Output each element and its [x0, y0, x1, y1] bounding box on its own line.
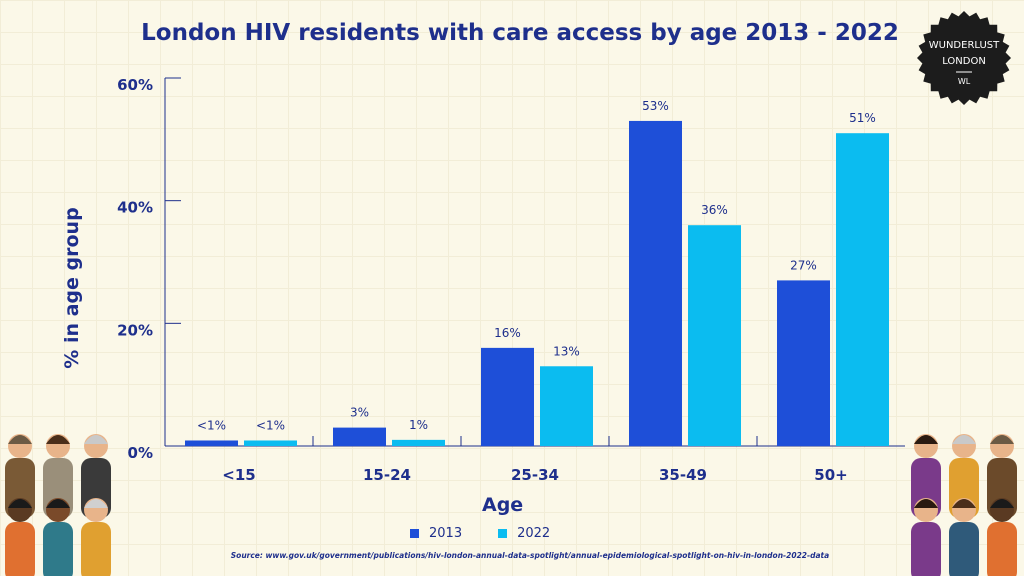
legend-item-2013: 2013: [410, 526, 462, 541]
y-tick-label: 0%: [128, 444, 153, 462]
people-illustration-right: [911, 434, 1017, 576]
badge-line2: LONDON: [942, 56, 986, 67]
data-label-2022-15-24: 1%: [409, 418, 428, 432]
bar-2022-35-49: [688, 225, 741, 446]
legend: 2013 2022: [410, 526, 550, 541]
y-tick-label: 60%: [117, 76, 153, 94]
badge-mark: WL: [958, 77, 971, 86]
person-figure: [5, 498, 35, 576]
source-citation: Source: www.gov.uk/government/publicatio…: [230, 551, 830, 560]
data-label-2013-35-49: 53%: [642, 99, 669, 113]
bar-2013-<15: [185, 440, 238, 446]
data-label-2022-25-34: 13%: [553, 344, 580, 358]
bar-2022-25-34: [540, 366, 593, 446]
data-label-2022-<15: <1%: [256, 418, 285, 432]
legend-swatch-2013: [410, 529, 419, 538]
legend-item-2022: 2022: [498, 526, 550, 541]
badge-line1: WUNDERLUST: [929, 40, 1000, 51]
y-tick-label: 40%: [117, 199, 153, 217]
bar-2013-25-34: [481, 347, 534, 446]
data-label-2022-35-49: 36%: [701, 203, 728, 217]
data-label-2022-50+: 51%: [849, 111, 876, 125]
bar-2022-50+: [836, 133, 889, 446]
x-tick-label: 15-24: [363, 466, 411, 484]
data-label-2013-<15: <1%: [197, 418, 226, 432]
x-tick-label: 50+: [814, 466, 847, 484]
person-figure: [43, 498, 73, 576]
y-tick-label: 20%: [117, 321, 153, 339]
data-label-2013-15-24: 3%: [350, 406, 369, 420]
people-illustration-left: [5, 434, 111, 576]
person-figure: [949, 498, 979, 576]
x-tick-label: 35-49: [659, 466, 707, 484]
data-label-2013-50+: 27%: [790, 258, 817, 272]
legend-label-2022: 2022: [517, 526, 551, 541]
wunderlust-london-logo: WUNDERLUST LONDON WL: [916, 10, 1012, 106]
person-figure: [987, 498, 1017, 576]
x-tick-label: 25-34: [511, 466, 559, 484]
bar-2013-35-49: [629, 120, 682, 446]
person-figure: [911, 498, 941, 576]
bar-2013-15-24: [333, 427, 386, 446]
x-axis-label: Age: [482, 494, 524, 516]
bar-2013-50+: [777, 280, 830, 446]
bar-2022-<15: [244, 440, 297, 446]
x-tick-label: <15: [222, 466, 255, 484]
legend-label-2013: 2013: [429, 526, 463, 541]
chart-title: London HIV residents with care access by…: [141, 20, 899, 46]
data-label-2013-25-34: 16%: [494, 326, 521, 340]
person-figure: [81, 498, 111, 576]
legend-swatch-2022: [498, 529, 508, 538]
bar-2022-15-24: [392, 439, 445, 446]
y-axis-label: % in age group: [61, 207, 83, 369]
